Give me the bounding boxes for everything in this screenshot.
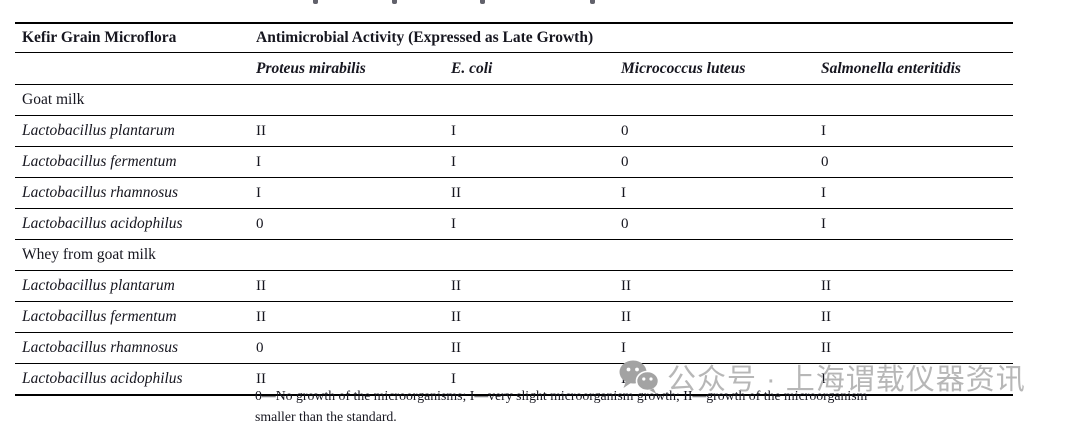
table-header-row-2: Proteus mirabilis E. coli Micrococcus lu… bbox=[15, 53, 1013, 85]
value-salmonella: I bbox=[821, 215, 826, 232]
species-name: Lactobacillus acidophilus bbox=[22, 215, 183, 233]
header-kefir-grain-microflora: Kefir Grain Microflora bbox=[22, 29, 177, 47]
species-name: Lactobacillus rhamnosus bbox=[22, 184, 179, 202]
species-name: Lactobacillus fermentum bbox=[22, 308, 177, 326]
table-row: Lactobacillus rhamnosus I II I I bbox=[15, 178, 1013, 209]
value-ecoli: I bbox=[451, 215, 456, 232]
caption-fragment bbox=[590, 0, 595, 4]
value-salmonella: I bbox=[821, 122, 826, 139]
value-proteus: I bbox=[256, 184, 261, 201]
species-name: Lactobacillus plantarum bbox=[22, 122, 175, 140]
value-ecoli: II bbox=[451, 277, 461, 294]
table-row: Lactobacillus plantarum II I 0 I bbox=[15, 116, 1013, 147]
table-row: Lactobacillus acidophilus 0 I 0 I bbox=[15, 209, 1013, 240]
section-label: Goat milk bbox=[22, 91, 85, 109]
value-ecoli: I bbox=[451, 153, 456, 170]
species-name: Lactobacillus plantarum bbox=[22, 277, 175, 295]
section-row-whey: Whey from goat milk bbox=[15, 240, 1013, 271]
table-footnote: 0—No growth of the microorganisms; I—ver… bbox=[255, 386, 1030, 424]
table-row: Lactobacillus plantarum II II II II bbox=[15, 271, 1013, 302]
value-salmonella: 0 bbox=[821, 153, 829, 170]
value-proteus: 0 bbox=[256, 215, 264, 232]
column-header-e-coli: E. coli bbox=[451, 59, 493, 77]
value-salmonella: II bbox=[821, 308, 831, 325]
caption-fragment bbox=[313, 0, 318, 4]
value-micrococcus: 0 bbox=[621, 153, 629, 170]
section-label: Whey from goat milk bbox=[22, 246, 156, 264]
value-proteus: II bbox=[256, 308, 266, 325]
value-micrococcus: I bbox=[621, 184, 626, 201]
value-salmonella: II bbox=[821, 339, 831, 356]
value-proteus: II bbox=[256, 370, 266, 387]
caption-fragment bbox=[480, 0, 485, 4]
value-micrococcus: II bbox=[621, 308, 631, 325]
results-table: Kefir Grain Microflora Antimicrobial Act… bbox=[15, 22, 1013, 396]
header-antimicrobial-activity: Antimicrobial Activity (Expressed as Lat… bbox=[256, 29, 594, 47]
caption-fragment bbox=[392, 0, 397, 4]
column-header-salmonella-enteritidis: Salmonella enteritidis bbox=[821, 59, 961, 77]
value-proteus: II bbox=[256, 122, 266, 139]
value-ecoli: I bbox=[451, 370, 456, 387]
value-proteus: II bbox=[256, 277, 266, 294]
value-proteus: 0 bbox=[256, 339, 264, 356]
table-row: Lactobacillus rhamnosus 0 II I II bbox=[15, 333, 1013, 364]
column-header-micrococcus-luteus: Micrococcus luteus bbox=[621, 59, 746, 77]
table-row: Lactobacillus fermentum II II II II bbox=[15, 302, 1013, 333]
value-micrococcus: II bbox=[621, 277, 631, 294]
value-salmonella: I bbox=[821, 370, 826, 387]
value-salmonella: II bbox=[821, 277, 831, 294]
value-micrococcus: 0 bbox=[621, 215, 629, 232]
species-name: Lactobacillus fermentum bbox=[22, 153, 177, 171]
value-proteus: I bbox=[256, 153, 261, 170]
value-ecoli: II bbox=[451, 339, 461, 356]
footnote-line-1: 0—No growth of the microorganisms; I—ver… bbox=[255, 388, 868, 403]
value-ecoli: II bbox=[451, 308, 461, 325]
value-micrococcus: I bbox=[621, 339, 626, 356]
species-name: Lactobacillus acidophilus bbox=[22, 370, 183, 388]
species-name: Lactobacillus rhamnosus bbox=[22, 339, 179, 357]
value-ecoli: I bbox=[451, 122, 456, 139]
value-micrococcus: I bbox=[621, 370, 626, 387]
footnote-line-2: smaller than the standard. bbox=[255, 408, 397, 424]
column-header-proteus-mirabilis: Proteus mirabilis bbox=[256, 59, 366, 77]
table-row: Lactobacillus fermentum I I 0 0 bbox=[15, 147, 1013, 178]
value-micrococcus: 0 bbox=[621, 122, 629, 139]
value-salmonella: I bbox=[821, 184, 826, 201]
table-header-row-1: Kefir Grain Microflora Antimicrobial Act… bbox=[15, 24, 1013, 53]
section-row-goat-milk: Goat milk bbox=[15, 85, 1013, 116]
value-ecoli: II bbox=[451, 184, 461, 201]
